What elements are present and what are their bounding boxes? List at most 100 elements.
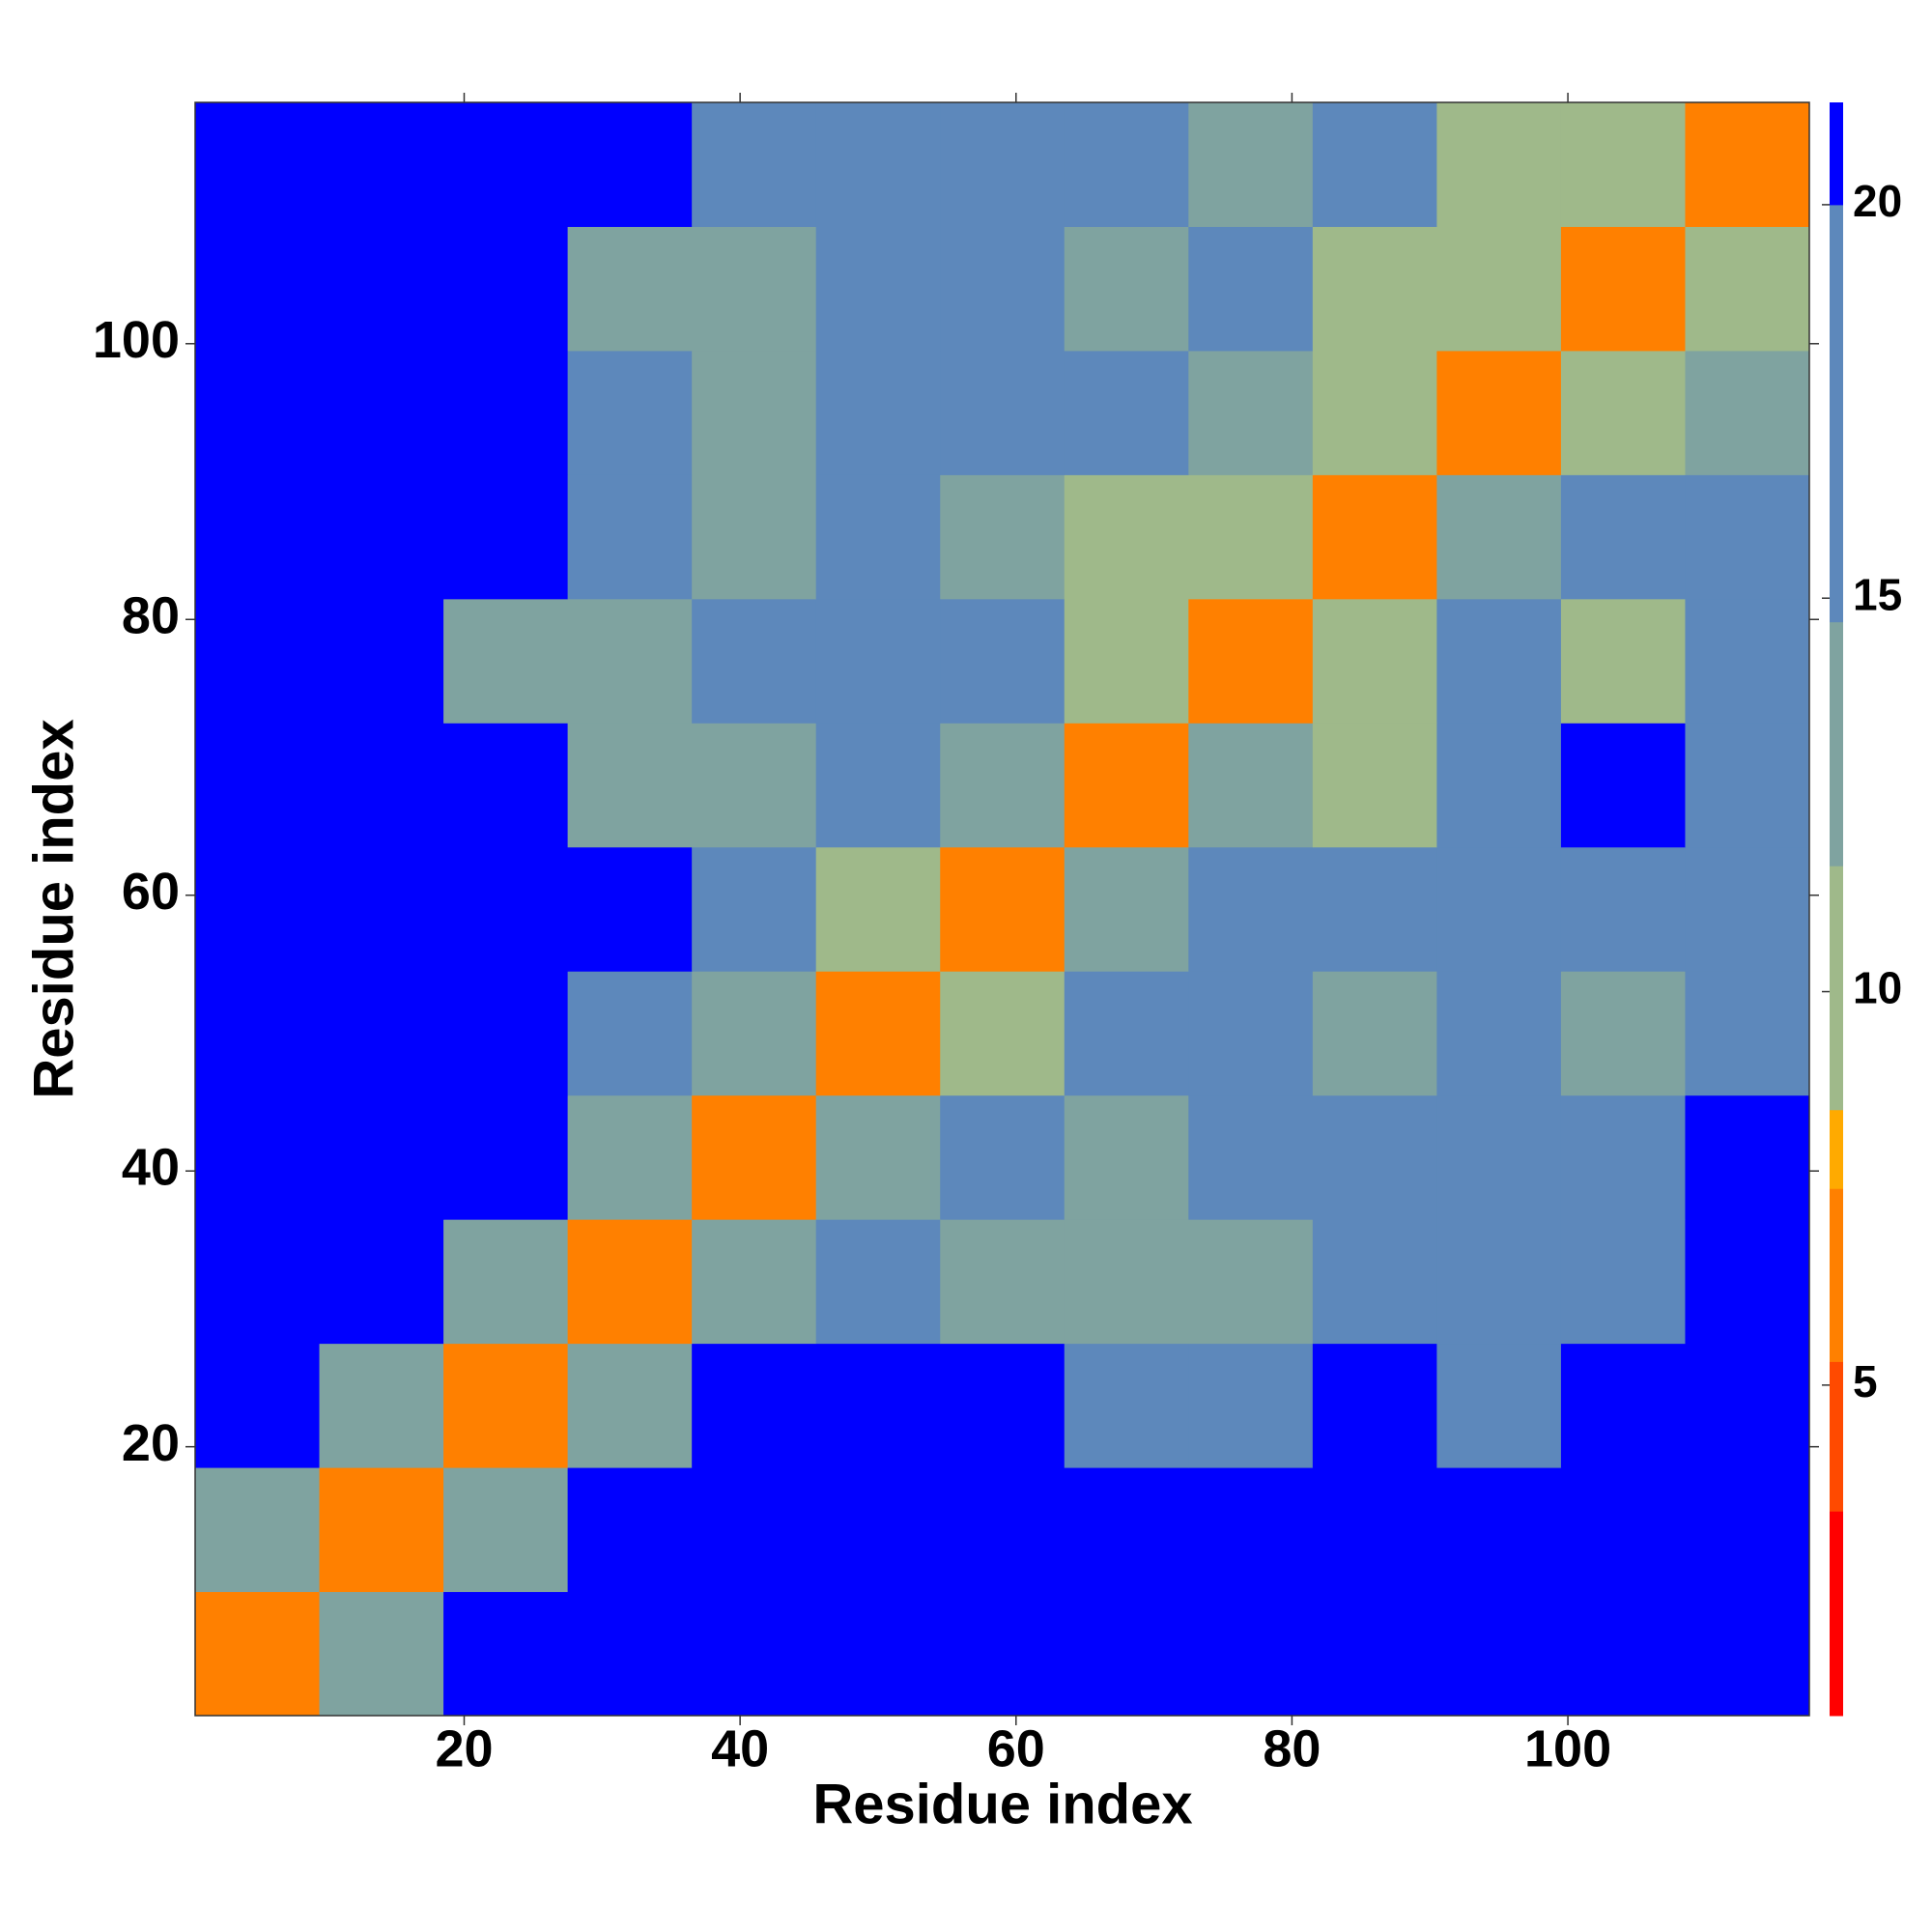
heatmap-cell — [1436, 846, 1562, 972]
heatmap-cell — [443, 226, 569, 352]
heatmap-cell — [1064, 350, 1189, 475]
heatmap-cell — [1064, 723, 1189, 848]
heatmap-cell — [1685, 226, 1810, 352]
heatmap-cell — [195, 598, 321, 724]
heatmap-cell — [1188, 846, 1314, 972]
x-tick-label: 80 — [1263, 1719, 1321, 1777]
heatmap-cell — [443, 1591, 569, 1717]
heatmap-cell — [940, 846, 1065, 972]
heatmap-cell — [1685, 102, 1810, 227]
heatmap-cell — [195, 846, 321, 972]
heatmap-cell — [195, 1343, 321, 1468]
heatmap-cell — [692, 1591, 817, 1717]
x-tick-label: 100 — [1524, 1719, 1611, 1777]
heatmap-cell — [815, 598, 941, 724]
heatmap-cell — [567, 102, 693, 227]
heatmap-cell — [1312, 1343, 1437, 1468]
heatmap-cell — [1685, 723, 1810, 848]
heatmap-cell — [195, 1219, 321, 1345]
heatmap-cell — [567, 1467, 693, 1593]
y-tick-label: 80 — [122, 587, 180, 645]
x-tick-label: 20 — [435, 1719, 493, 1777]
heatmap-cell — [815, 226, 941, 352]
heatmap-cell — [1436, 971, 1562, 1096]
heatmap-cell — [319, 350, 444, 475]
heatmap-cell — [815, 1467, 941, 1593]
heatmap-cell — [443, 1094, 569, 1220]
heatmap-cell — [1188, 723, 1314, 848]
heatmap-cell — [1685, 1343, 1810, 1468]
heatmap-cell — [1436, 1467, 1562, 1593]
heatmap-cell — [443, 474, 569, 600]
heatmap-cell — [1312, 102, 1437, 227]
heatmap-cell — [940, 971, 1065, 1096]
heatmap-cell — [1685, 846, 1810, 972]
heatmap-cell — [1312, 971, 1437, 1096]
heatmap-cell — [567, 1219, 693, 1345]
heatmap-cell — [1436, 598, 1562, 724]
heatmap-cell — [940, 1467, 1065, 1593]
heatmap-cell — [692, 971, 817, 1096]
heatmap-cell — [1436, 350, 1562, 475]
heatmap-cell — [319, 1219, 444, 1345]
heatmap-cell — [195, 350, 321, 475]
heatmap-cell — [815, 350, 941, 475]
heatmap-cell — [940, 474, 1065, 600]
heatmap-cell — [940, 723, 1065, 848]
heatmap-cell — [692, 350, 817, 475]
heatmap-cell — [940, 226, 1065, 352]
heatmap-cell — [443, 350, 569, 475]
colorbar-band — [1830, 102, 1843, 206]
heatmap-cell — [1685, 350, 1810, 475]
heatmap-cell — [1188, 971, 1314, 1096]
heatmap-cell — [692, 1467, 817, 1593]
heatmap-cell — [319, 474, 444, 600]
heatmap-cell — [319, 1591, 444, 1717]
x-tick-label: 60 — [987, 1719, 1045, 1777]
heatmap-cell — [1188, 1591, 1314, 1717]
heatmap-cell — [815, 1591, 941, 1717]
heatmap-cell — [940, 102, 1065, 227]
heatmap-cell — [692, 846, 817, 972]
heatmap-cell — [195, 1094, 321, 1220]
heatmap-cell — [1064, 1219, 1189, 1345]
heatmap-cell — [1188, 102, 1314, 227]
heatmap-cell — [443, 598, 569, 724]
heatmap-cell — [815, 102, 941, 227]
colorbar-band — [1830, 1109, 1843, 1189]
heatmap-cell — [940, 1591, 1065, 1717]
heatmap-cell — [1560, 1467, 1686, 1593]
heatmap-cell — [1064, 1094, 1189, 1220]
heatmap-cell — [692, 1219, 817, 1345]
heatmap-cell — [940, 598, 1065, 724]
heatmap-cell — [1685, 474, 1810, 600]
heatmap-cell — [1312, 1591, 1437, 1717]
heatmap-cell — [1685, 598, 1810, 724]
heatmap-cell — [1685, 1467, 1810, 1593]
y-tick-label: 60 — [122, 863, 180, 921]
heatmap-cell — [692, 102, 817, 227]
heatmap-cell — [1560, 598, 1686, 724]
heatmap-cell — [1064, 474, 1189, 600]
heatmap-cell — [1560, 1219, 1686, 1345]
heatmap-cell — [692, 1094, 817, 1220]
heatmap-cell — [815, 1094, 941, 1220]
heatmap-cell — [195, 1467, 321, 1593]
heatmap-cell — [195, 102, 321, 227]
y-axis-title: Residue index — [22, 719, 85, 1098]
heatmap-cell — [1560, 474, 1686, 600]
heatmap-cell — [815, 1343, 941, 1468]
colorbar-band — [1830, 866, 1843, 1111]
colorbar-band — [1830, 204, 1843, 623]
colorbar-band — [1830, 1511, 1843, 1717]
heatmap-cell — [1188, 1467, 1314, 1593]
heatmap-cell — [1436, 723, 1562, 848]
heatmap-cell — [567, 350, 693, 475]
heatmap-cell — [1188, 598, 1314, 724]
heatmap-cell — [1312, 1219, 1437, 1345]
heatmap-cell — [692, 226, 817, 352]
heatmap-cell — [1436, 1094, 1562, 1220]
heatmap-cell — [1685, 971, 1810, 1096]
heatmap-cell — [319, 723, 444, 848]
colorbar-band — [1830, 1361, 1843, 1512]
